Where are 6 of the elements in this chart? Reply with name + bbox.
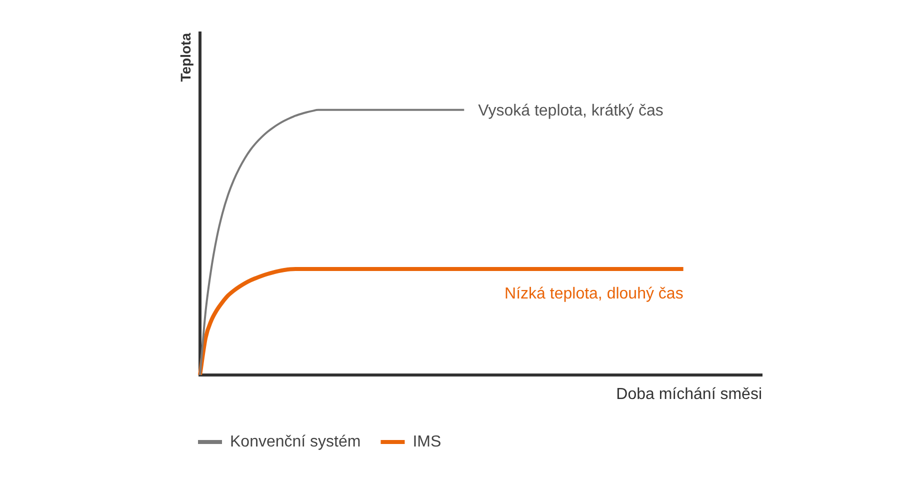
annotation: Vysoká teplota, krátký čas — [478, 102, 664, 120]
annotation: Nízká teplota, dlouhý čas — [504, 285, 684, 302]
legend-label: Konvenční systém — [230, 433, 361, 450]
x-axis-title: Doba míchání směsi — [616, 386, 762, 403]
y-axis-title: Teplota — [177, 32, 194, 82]
legend-label: IMS — [412, 433, 442, 450]
